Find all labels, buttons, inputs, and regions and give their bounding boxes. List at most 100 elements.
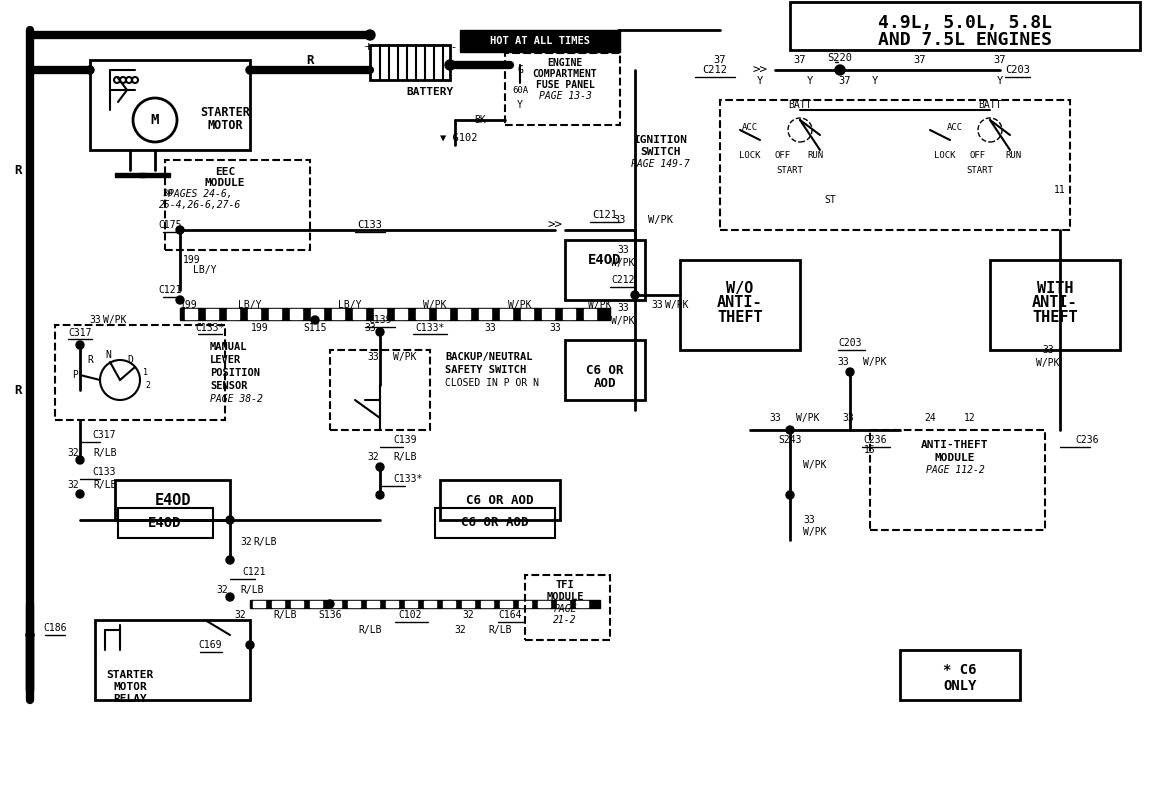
Text: LB/Y: LB/Y [194,265,217,275]
Text: E4OD: E4OD [588,253,622,267]
Text: LOCK: LOCK [934,151,956,160]
Text: Y: Y [807,76,813,86]
Text: S220: S220 [827,53,853,63]
Text: MANUAL: MANUAL [210,342,248,352]
Text: C121: C121 [242,567,265,577]
Text: R/LB: R/LB [240,585,264,595]
Bar [565,240,645,300]
Bar [557,601,569,607]
Text: W/PK: W/PK [508,300,531,310]
Text: BATTERY: BATTERY [406,87,454,97]
Bar [332,309,344,319]
Text: 37: 37 [994,55,1006,65]
Bar [253,601,265,607]
Text: S115: S115 [304,323,327,333]
Bar [95,620,250,700]
Circle shape [311,316,319,324]
Text: C6 OR AOD: C6 OR AOD [466,494,534,506]
Text: C139: C139 [393,435,416,445]
Text: POSITION: POSITION [210,368,260,378]
Text: ACC: ACC [743,122,758,131]
Text: THEFT: THEFT [1032,310,1078,325]
Text: >>: >> [753,63,767,77]
Text: OFF: OFF [970,151,986,160]
Bar [518,601,531,607]
Text: W/PK: W/PK [796,413,820,423]
Text: C133*: C133* [196,323,225,333]
Bar [423,601,436,607]
Text: C175: C175 [158,220,182,230]
Text: ONLY: ONLY [943,679,977,693]
Text: RUN: RUN [807,151,823,160]
Bar [870,430,1045,530]
Circle shape [26,631,34,639]
Text: 33: 33 [769,413,781,423]
Circle shape [86,66,94,74]
Text: ST: ST [825,195,836,205]
Text: SWITCH: SWITCH [639,147,680,157]
Circle shape [377,463,384,471]
Circle shape [631,291,639,299]
Text: 32: 32 [367,452,379,462]
Text: OFF: OFF [775,151,791,160]
Bar [479,309,491,319]
Text: 60A: 60A [511,85,528,95]
Text: PAGE 112-2: PAGE 112-2 [925,465,984,475]
Bar [115,173,145,177]
Text: ANTI-THEFT: ANTI-THEFT [921,440,989,450]
Text: C203: C203 [1005,65,1030,75]
Circle shape [176,296,184,304]
Text: MODULE: MODULE [205,178,245,188]
Text: Y: Y [997,76,1003,86]
Text: R: R [14,164,22,176]
Text: P: P [72,370,77,380]
Text: 199: 199 [179,300,197,310]
Circle shape [246,66,255,74]
Circle shape [76,456,84,464]
Text: 11: 11 [1055,185,1066,195]
Text: C212: C212 [611,275,635,285]
Text: 12: 12 [964,413,976,423]
Text: 32: 32 [454,625,466,635]
Text: SENSOR: SENSOR [210,381,248,391]
Text: MOTOR: MOTOR [113,682,147,692]
Bar [435,508,555,538]
Bar [206,309,218,319]
Text: THEFT: THEFT [717,310,762,325]
Bar [290,309,301,319]
Bar [228,309,239,319]
Text: 33: 33 [838,357,849,367]
Text: 32: 32 [67,448,79,458]
Circle shape [445,60,455,70]
Text: C133*: C133* [393,474,422,484]
Bar [185,309,197,319]
Text: C121: C121 [592,210,617,220]
Bar [311,309,323,319]
Circle shape [835,65,845,75]
Circle shape [226,516,233,524]
Text: E4OD: E4OD [155,492,191,507]
Text: C236: C236 [863,435,887,445]
Text: S136: S136 [318,610,341,620]
Text: LB/Y: LB/Y [338,300,361,310]
Bar [330,350,430,430]
Text: E4OD: E4OD [148,516,182,530]
Bar [90,60,250,150]
Circle shape [786,491,794,499]
Text: W/PK: W/PK [393,352,416,362]
Text: Y: Y [872,76,879,86]
Text: BATT: BATT [788,100,812,110]
Text: W/PK: W/PK [103,315,127,325]
Text: R/LB: R/LB [273,610,297,620]
Circle shape [365,30,375,40]
Text: C164: C164 [499,610,522,620]
Bar [248,309,260,319]
Bar [165,160,310,250]
Bar [405,601,416,607]
Bar [438,309,449,319]
Bar [250,600,601,608]
Text: ▼ G102: ▼ G102 [440,133,477,143]
Text: W/PK: W/PK [611,316,635,326]
Bar [291,601,303,607]
Circle shape [377,328,384,336]
